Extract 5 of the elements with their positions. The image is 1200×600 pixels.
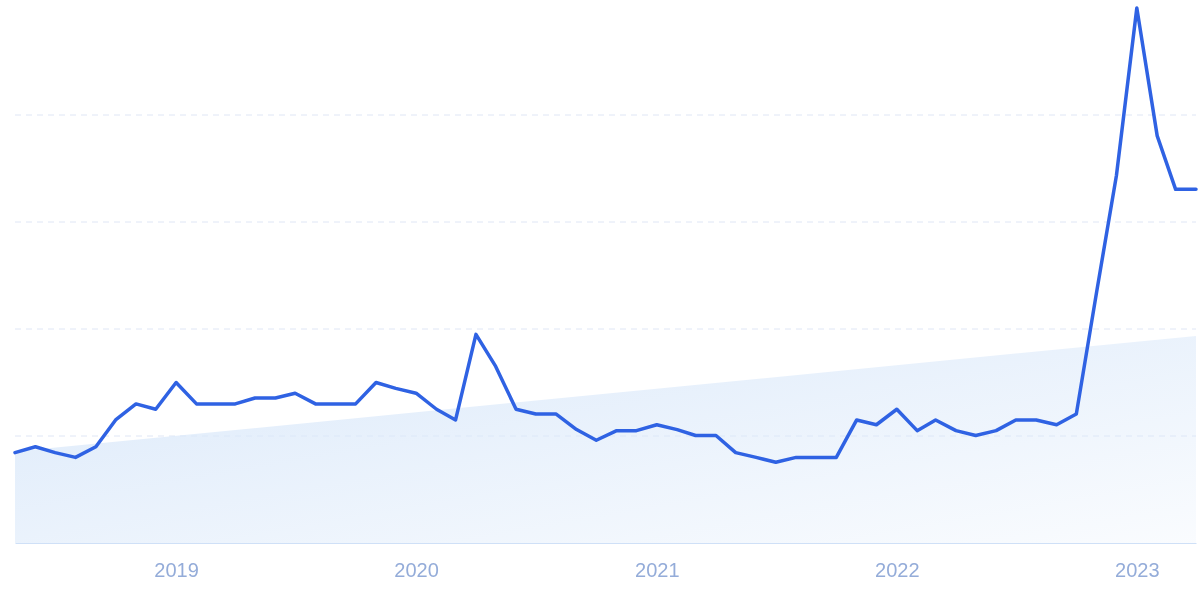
x-tick-label: 2020 [394, 559, 439, 582]
x-tick-label: 2022 [875, 559, 920, 582]
x-tick-label: 2021 [635, 559, 680, 582]
x-tick-label: 2023 [1115, 559, 1160, 582]
x-tick-label: 2019 [154, 559, 199, 582]
